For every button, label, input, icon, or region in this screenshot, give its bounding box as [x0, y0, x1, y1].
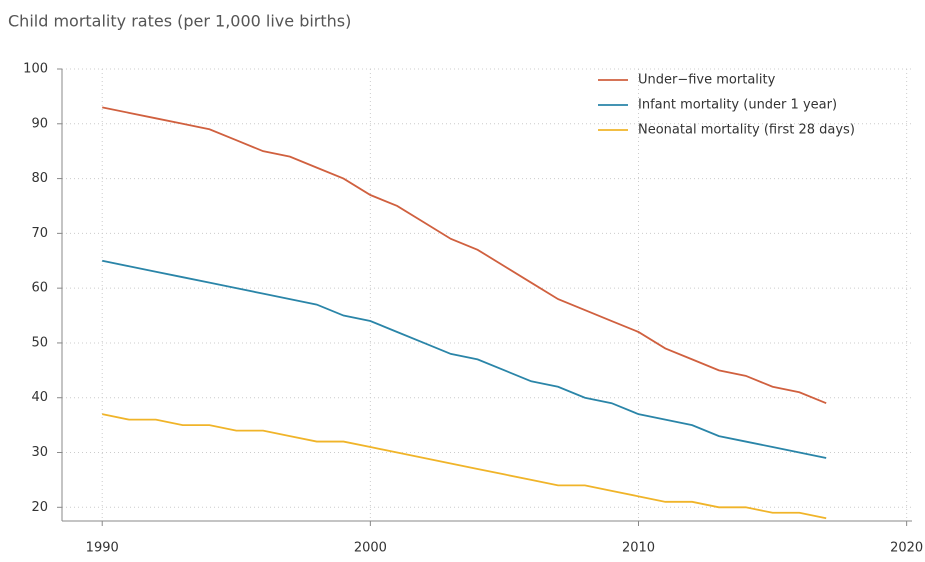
y-tick-label: 70 — [31, 226, 48, 241]
y-tick-label: 90 — [31, 116, 48, 131]
legend-label: Infant mortality (under 1 year) — [638, 98, 837, 113]
y-tick-label: 20 — [31, 500, 48, 515]
chart-title: Child mortality rates (per 1,000 live bi… — [8, 12, 351, 31]
y-tick-label: 60 — [31, 281, 48, 296]
x-tick-label: 2020 — [890, 541, 923, 556]
x-tick-label: 2000 — [354, 541, 387, 556]
y-tick-label: 100 — [23, 62, 48, 77]
y-tick-label: 80 — [31, 171, 48, 186]
line-series — [102, 413, 827, 520]
y-tick-label: 50 — [31, 335, 48, 350]
line-series — [102, 106, 827, 405]
legend-label: Under−five mortality — [638, 73, 776, 88]
y-tick-label: 40 — [31, 390, 48, 405]
x-tick-label: 1990 — [86, 541, 119, 556]
legend-label: Neonatal mortality (first 28 days) — [638, 123, 855, 138]
x-tick-label: 2010 — [622, 541, 655, 556]
y-tick-label: 30 — [31, 445, 48, 460]
line-series — [102, 259, 827, 459]
